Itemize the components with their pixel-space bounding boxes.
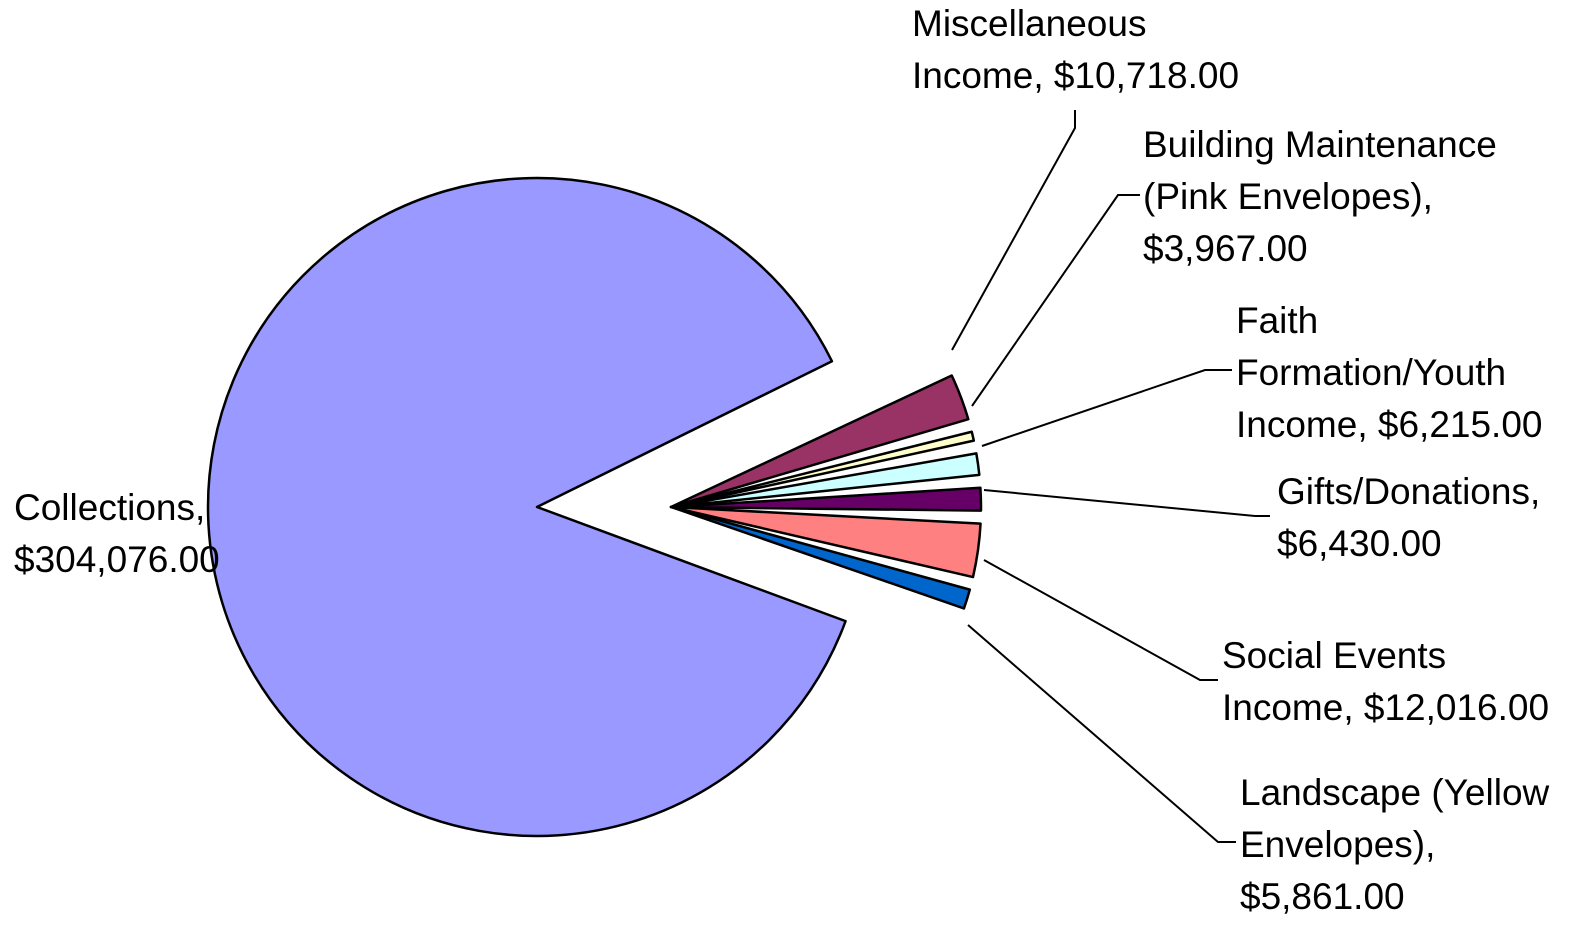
data-label-line: Landscape (Yellow [1240,772,1550,813]
leader-line-gifts-donations [983,489,1270,517]
data-label-line: $3,967.00 [1143,228,1308,269]
data-label-line: Income, $12,016.00 [1222,687,1549,728]
data-label-line: Building Maintenance [1143,124,1497,165]
data-label-line: $5,861.00 [1240,876,1405,917]
data-label-social-events-income: Social Events Income, $12,016.00 [1222,635,1549,728]
data-label-line: Envelopes), [1240,824,1435,865]
data-labels-layer: Collections, $304,076.00 Miscellaneous Inco… [14,3,1550,917]
data-label-miscellaneous-income: Miscellaneous Income, $10,718.00 [912,3,1239,96]
pie-slice-miscellaneous-income [669,374,970,509]
data-label-building-maintenance-pink-envelopes: Building Maintenance (Pink Envelopes), $3,… [1143,124,1497,269]
data-label-line: Faith [1236,300,1318,341]
data-label-line: Formation/Youth [1236,352,1506,393]
pie-slice-faith-formation-youth-income [669,452,981,509]
data-label-line: $304,076.00 [14,539,220,580]
leader-line-faith-formation-youth-income [981,369,1232,447]
data-label-line: Collections, [14,487,205,528]
leader-line-landscape-yellow-envelopes [967,624,1236,843]
leader-line-social-events-income [983,559,1218,681]
data-label-gifts-donations: Gifts/Donations, $6,430.00 [1277,471,1540,564]
pie-slice-landscape-yellow-envelopes [669,505,972,610]
leader-lines-layer [951,110,1270,843]
leader-line-building-maintenance-pink-envelopes [971,194,1140,407]
pie-slice-building-maintenance-pink-envelopes [669,430,976,509]
data-label-landscape-yellow-envelopes: Landscape (Yellow Envelopes), $5,861.00 [1240,772,1550,917]
slices-layer [206,176,983,838]
data-label-line: $6,430.00 [1277,523,1442,564]
data-label-line: (Pink Envelopes), [1143,176,1433,217]
data-label-line: Social Events [1222,635,1446,676]
data-label-line: Income, $10,718.00 [912,55,1239,96]
data-label-line: Miscellaneous [912,3,1146,44]
data-label-line: Income, $6,215.00 [1236,404,1543,445]
data-label-line: Gifts/Donations, [1277,471,1540,512]
data-label-faith-formation-youth-income: Faith Formation/Youth Income, $6,215.00 [1236,300,1543,445]
pie-slice-collections [206,176,847,838]
pie-slice-social-events-income [669,505,982,579]
leader-line-miscellaneous-income [951,110,1076,351]
data-label-collections: Collections, $304,076.00 [14,487,220,580]
pie-slice-gifts-donations [669,486,983,512]
